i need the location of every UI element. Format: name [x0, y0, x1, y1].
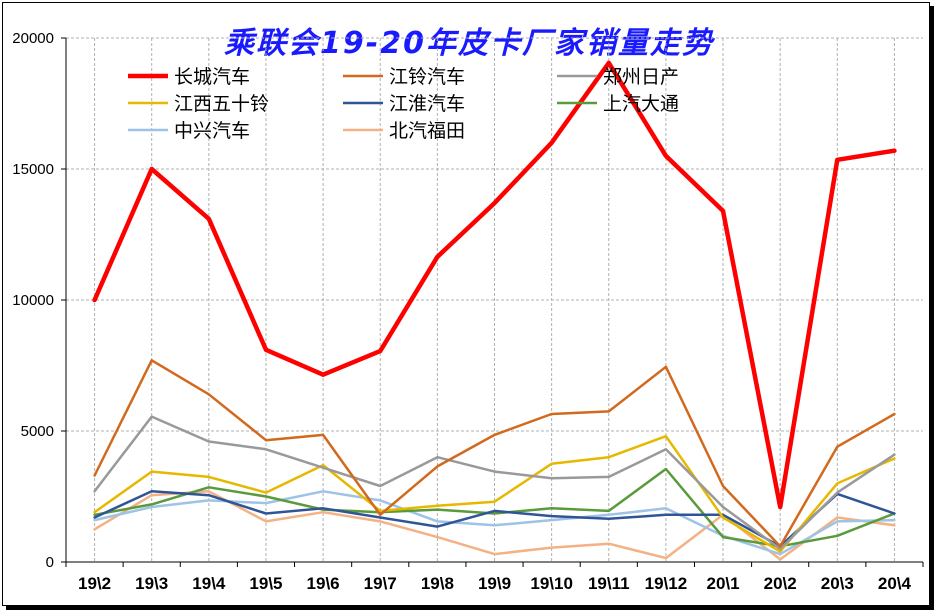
y-tick-label: 0	[46, 554, 54, 571]
legend-label: 北汽福田	[389, 120, 465, 142]
legend-label: 江西五十铃	[174, 93, 269, 115]
legend-label: 江淮汽车	[389, 93, 465, 115]
x-tick-label: 19\3	[135, 574, 168, 593]
chart-title: 乘联会19-20年皮卡厂家销量走势	[224, 26, 714, 61]
x-tick-label: 20\1	[706, 574, 739, 593]
legend-label: 长城汽车	[174, 66, 250, 88]
x-tick-label: 19\5	[249, 574, 282, 593]
y-tick-label: 20000	[12, 30, 54, 47]
x-tick-label: 20\3	[821, 574, 854, 593]
x-tick-label: 19\9	[478, 574, 511, 593]
y-tick-label: 10000	[12, 292, 54, 309]
x-tick-label: 19\8	[421, 574, 454, 593]
x-tick-label: 19\4	[192, 574, 226, 593]
y-axis-ticks: 0 5000 10000 15000 20000	[12, 30, 54, 571]
y-tick-label: 5000	[21, 423, 54, 440]
legend-label: 郑州日产	[603, 66, 679, 88]
series-line-5	[93, 467, 896, 548]
series-line-2	[93, 415, 896, 551]
x-tick-label: 19\12	[645, 574, 688, 593]
series-line-0	[92, 60, 897, 510]
legend-label: 江铃汽车	[389, 66, 465, 88]
legend-label: 上汽大通	[603, 93, 679, 115]
x-tick-label: 20\4	[878, 574, 912, 593]
x-tick-label: 19\7	[364, 574, 397, 593]
axes	[61, 37, 924, 567]
legend-label: 中兴汽车	[174, 120, 250, 142]
x-tick-label: 20\2	[764, 574, 797, 593]
y-tick-label: 15000	[12, 161, 54, 178]
x-tick-label: 19\6	[307, 574, 340, 593]
x-axis-ticks: 19\2 19\3 19\4 19\5 19\6 19\7 19\8 19\9 19\10 19\…	[78, 574, 911, 593]
series-lines	[92, 60, 897, 561]
x-tick-label: 19\11	[588, 574, 630, 593]
series-line-3	[93, 434, 896, 553]
x-tick-label: 19\10	[530, 574, 573, 593]
grid-lines	[66, 37, 923, 562]
x-tick-label: 19\2	[78, 574, 111, 593]
series-line-1	[93, 359, 896, 548]
